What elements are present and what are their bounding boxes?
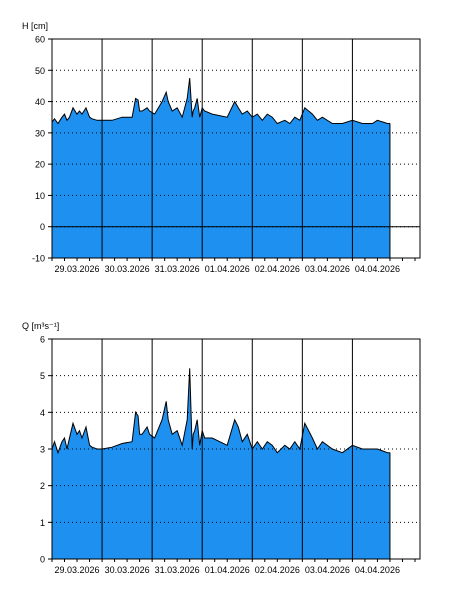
series-line (51, 78, 390, 125)
x-tick-label: 01.04.2026 (205, 264, 250, 274)
x-tick-label: 02.04.2026 (255, 565, 300, 575)
x-tick-label: 04.04.2026 (355, 264, 400, 274)
x-tick-label: 31.03.2026 (155, 264, 200, 274)
x-tick-label: 04.04.2026 (355, 565, 400, 575)
y-axis-label: Q [m³s⁻¹] (22, 321, 59, 331)
y-tick-label: 6 (40, 335, 45, 345)
x-tick-label: 29.03.2026 (55, 565, 100, 575)
y-axis-label: H [cm] (22, 21, 48, 31)
discharge-chart: 0 1 2 3 4 5 6 29.03.2026 30.03.2026 31.03.2026 01.… (22, 321, 421, 575)
y-tick-label: 5 (40, 371, 45, 381)
x-tick-label: 02.04.2026 (255, 264, 300, 274)
y-tick-label: 3 (40, 445, 45, 455)
x-tick-label: 31.03.2026 (155, 565, 200, 575)
x-tick-label: 03.04.2026 (305, 264, 350, 274)
y-tick-label: 4 (40, 408, 45, 418)
y-tick-label: 40 (35, 97, 45, 107)
y-tick-label: 60 (35, 35, 45, 45)
x-tick-label: 03.04.2026 (305, 565, 350, 575)
plot-frame (51, 338, 421, 560)
y-tick-label: 0 (40, 555, 45, 565)
plot-frame (51, 38, 421, 259)
water-level-chart: -10 0 10 20 30 40 50 60 29.03.2026 30.03.2026 31.0… (22, 21, 421, 274)
x-tick-label: 29.03.2026 (55, 264, 100, 274)
x-tick-label: 30.03.2026 (105, 565, 150, 575)
y-tick-label: 10 (35, 191, 45, 201)
y-tick-label: 2 (40, 481, 45, 491)
y-tick-label: 0 (40, 222, 45, 232)
y-tick-label: 20 (35, 160, 45, 170)
y-tick-label: 30 (35, 128, 45, 138)
y-tick-label: 50 (35, 66, 45, 76)
x-tick-label: 01.04.2026 (205, 565, 250, 575)
y-tick-label: 1 (40, 518, 45, 528)
area-fill (52, 368, 390, 559)
y-tick-label: -10 (32, 254, 45, 264)
x-tick-label: 30.03.2026 (105, 264, 150, 274)
area-fill (52, 78, 390, 258)
